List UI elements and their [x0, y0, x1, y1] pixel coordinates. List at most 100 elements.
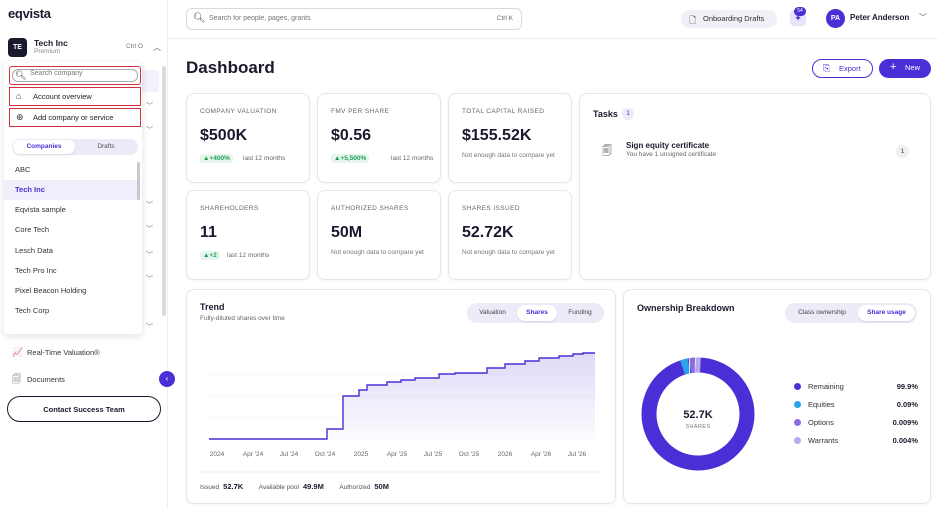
stat-value: $0.56: [331, 127, 372, 144]
list-item[interactable]: Pixel Beacon Holding: [15, 286, 87, 295]
tab-funding[interactable]: Funding: [568, 309, 592, 316]
dropdown-scrollbar[interactable]: [137, 162, 140, 200]
notifications-badge: 54: [794, 7, 806, 16]
top-bar: 🔍︎ Ctrl K 🗋 Onboarding Drafts ✦ 54 PA Pe…: [168, 0, 938, 39]
ownership-donut: 52.7K SHARES: [641, 357, 755, 471]
list-item[interactable]: Tech Pro Inc: [15, 266, 57, 275]
tab-shares[interactable]: Shares: [517, 305, 557, 321]
tab-class-ownership[interactable]: Class ownership: [798, 309, 846, 316]
x-tick-label: Jul '26: [568, 451, 587, 458]
tab-drafts[interactable]: Drafts: [97, 143, 115, 150]
legend-dot: [794, 401, 801, 408]
company-tabs: Companies Drafts: [12, 139, 138, 155]
x-tick-label: Oct '24: [315, 451, 336, 458]
chart-line-icon: 📈: [12, 347, 24, 357]
stat-note: Not enough data to compare yet: [462, 152, 555, 159]
stat-card-fmv-per-share[interactable]: FMV per share $0.56 ▲+5,500% last 12 mon…: [317, 93, 441, 183]
global-search[interactable]: 🔍︎ Ctrl K: [186, 8, 522, 30]
list-item[interactable]: Core Tech: [15, 225, 50, 234]
list-item[interactable]: Lesch Data: [15, 246, 53, 255]
stat-note: Not enough data to compare yet: [331, 249, 424, 256]
stat-label: Shares Issued: [462, 205, 520, 212]
chevron-down-icon[interactable]: ﹀: [146, 127, 153, 134]
company-search[interactable]: 🔍︎: [9, 66, 141, 85]
x-tick-label: Apr '24: [243, 451, 264, 458]
tab-valuation[interactable]: Valuation: [479, 309, 506, 316]
legend-dot: [794, 437, 801, 444]
company-search-input[interactable]: [30, 70, 130, 77]
trend-subtitle: Fully-diluted shares over time: [200, 315, 285, 322]
company-tier: Premium: [34, 48, 61, 55]
x-tick-label: Jul '25: [424, 451, 443, 458]
trend-line: [209, 352, 595, 440]
search-icon: 🔍︎: [193, 13, 206, 24]
list-item[interactable]: ABC: [15, 165, 31, 174]
page-title: Dashboard: [186, 58, 275, 77]
company-name: Tech Inc: [34, 38, 68, 48]
x-tick-label: Apr '25: [387, 451, 408, 458]
ownership-title: Ownership Breakdown: [637, 303, 735, 313]
chevron-down-icon[interactable]: ﹀: [146, 103, 153, 110]
global-search-input[interactable]: [209, 15, 469, 22]
user-avatar[interactable]: PA: [826, 9, 845, 28]
legend-name: Options: [808, 418, 834, 427]
legend-value: 0.009%: [892, 418, 918, 427]
chevron-down-icon[interactable]: ﹀: [919, 13, 927, 22]
document-icon: 🗋: [689, 15, 697, 25]
sidebar-item-real-time-valuation[interactable]: 📈 Real-Time Valuation®: [12, 347, 100, 358]
stat-card-shares-issued[interactable]: Shares Issued 52.72K Not enough data to …: [448, 190, 572, 280]
certificate-icon: 🗐: [602, 146, 612, 157]
chevron-down-icon[interactable]: ﹀: [146, 276, 153, 283]
task-subtitle: You have 1 unsigned certificate: [626, 151, 717, 158]
onboarding-drafts-button[interactable]: 🗋 Onboarding Drafts: [681, 10, 777, 28]
stat-card-total-capital-raised[interactable]: Total Capital Raised $155.52K Not enough…: [448, 93, 572, 183]
search-icon: 🔍︎: [15, 70, 27, 80]
chevron-down-icon[interactable]: ﹀: [146, 226, 153, 233]
stat-card-authorized-shares[interactable]: Authorized Shares 50M Not enough data to…: [317, 190, 441, 280]
tab-companies[interactable]: Companies: [13, 140, 75, 154]
chevron-down-icon[interactable]: ﹀: [146, 202, 153, 209]
list-item[interactable]: Eqvista sample: [15, 205, 66, 214]
donut-slice-options: [688, 357, 696, 374]
tasks-count-badge: 1: [622, 108, 634, 120]
x-tick-label: 2026: [498, 451, 513, 458]
trend-title: Trend: [200, 302, 225, 312]
list-item[interactable]: Tech Corp: [15, 306, 50, 315]
stat-delta: ▲+400%: [200, 154, 233, 163]
sidebar-scrollbar[interactable]: [162, 66, 166, 316]
contact-success-team-button[interactable]: Contact Success Team: [7, 396, 161, 422]
export-icon: ⎘: [823, 63, 831, 73]
stat-value: $155.52K: [462, 127, 532, 144]
ownership-tabs: Class ownership Share usage: [785, 303, 917, 323]
legend-dot: [794, 419, 801, 426]
collapse-sidebar-button[interactable]: ‹: [159, 371, 175, 387]
search-shortcut: Ctrl K: [496, 15, 513, 22]
company-dropdown: 🔍︎ ⌂ Account overview ⊕ Add company or s…: [4, 62, 142, 334]
stat-delta: ▲+2: [200, 251, 220, 260]
account-overview-item[interactable]: ⌂ Account overview: [9, 87, 141, 106]
legend-value: 99.9%: [896, 382, 918, 391]
sidebar-active-item: [140, 70, 159, 92]
footer-label: Issued: [200, 484, 220, 491]
legend-value: 0.09%: [896, 400, 918, 409]
stat-card-shareholders[interactable]: Shareholders 11 ▲+2 last 12 months: [186, 190, 310, 280]
chevron-down-icon[interactable]: ﹀: [146, 252, 153, 259]
add-company-item[interactable]: ⊕ Add company or service: [9, 108, 141, 127]
export-button[interactable]: ⎘ Export: [812, 59, 873, 78]
sidebar-item-documents[interactable]: 🗐 Documents: [12, 372, 65, 388]
stat-card-company-valuation[interactable]: Company Valuation $500K ▲+400% last 12 m…: [186, 93, 310, 183]
trend-tabs: Valuation Shares Funding: [467, 303, 604, 323]
new-label: New: [905, 63, 921, 72]
stat-value: 50M: [331, 224, 363, 241]
company-switcher[interactable]: TE Tech Inc Premium Ctrl O ︿: [8, 37, 164, 59]
new-button[interactable]: + New: [879, 59, 931, 78]
trend-area: [209, 353, 595, 439]
tab-share-usage[interactable]: Share usage: [858, 305, 915, 321]
donut-slice-equities: [680, 358, 691, 375]
chevron-down-icon[interactable]: ﹀: [146, 324, 153, 331]
eqvista-logo[interactable]: eqvista: [8, 6, 51, 21]
x-tick-label: Jul '24: [280, 451, 299, 458]
stat-value: 11: [200, 224, 217, 241]
user-name[interactable]: Peter Anderson: [850, 13, 910, 22]
list-item[interactable]: Tech Inc: [4, 180, 138, 200]
